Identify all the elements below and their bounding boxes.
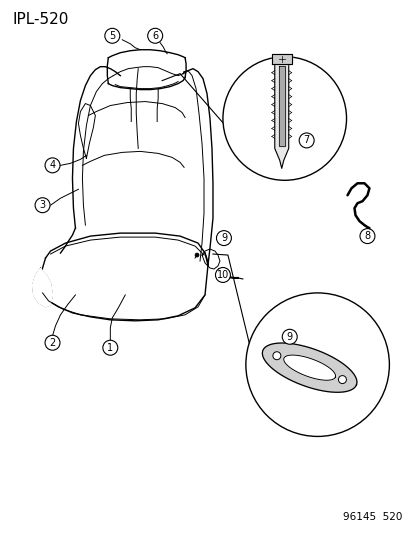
Text: 7: 7 (303, 135, 309, 146)
Circle shape (216, 231, 231, 246)
Circle shape (215, 268, 230, 282)
Text: IPL-520: IPL-520 (13, 12, 69, 27)
Polygon shape (33, 268, 52, 307)
Text: 6: 6 (152, 31, 158, 41)
Text: 10: 10 (216, 270, 228, 280)
Polygon shape (262, 343, 356, 392)
Polygon shape (271, 54, 291, 63)
Text: 4: 4 (49, 160, 55, 171)
Text: 2: 2 (49, 338, 55, 348)
Circle shape (102, 340, 118, 355)
Text: 8: 8 (363, 231, 370, 241)
Circle shape (35, 198, 50, 213)
Polygon shape (283, 355, 335, 380)
Text: 3: 3 (39, 200, 45, 210)
Circle shape (104, 28, 119, 43)
Text: 96145  520: 96145 520 (342, 512, 401, 522)
Circle shape (338, 376, 346, 384)
Circle shape (282, 329, 297, 344)
Circle shape (359, 229, 374, 244)
Polygon shape (278, 66, 284, 147)
Circle shape (299, 133, 313, 148)
Circle shape (272, 352, 280, 360)
Circle shape (45, 158, 60, 173)
Circle shape (147, 28, 162, 43)
Polygon shape (274, 63, 288, 168)
Circle shape (223, 56, 346, 180)
Text: 5: 5 (109, 31, 115, 41)
Text: 9: 9 (286, 332, 292, 342)
Circle shape (195, 253, 199, 257)
Text: 1: 1 (107, 343, 113, 353)
Circle shape (245, 293, 389, 437)
Text: 9: 9 (221, 233, 226, 243)
Circle shape (45, 335, 60, 350)
